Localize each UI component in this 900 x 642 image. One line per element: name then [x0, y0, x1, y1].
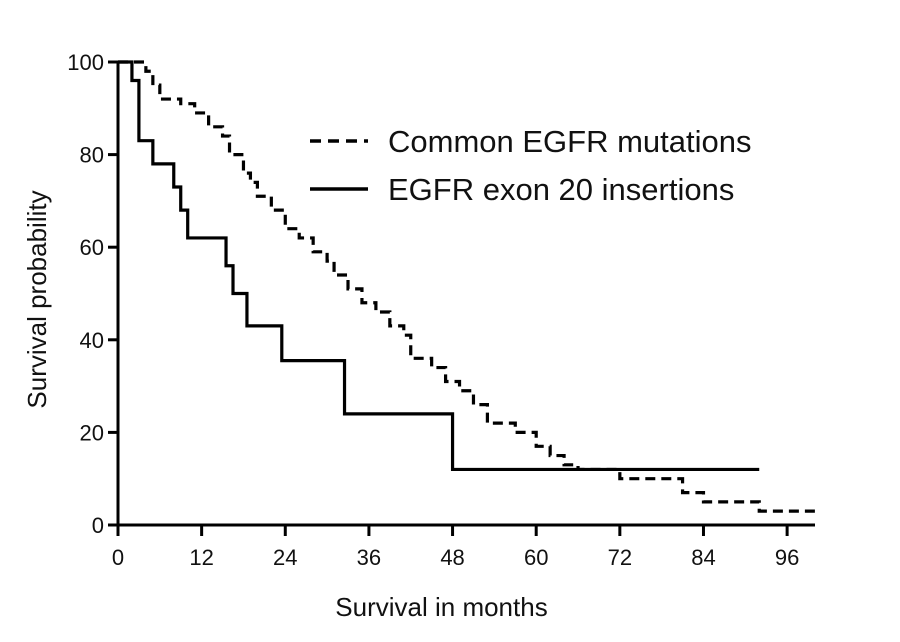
axes: 0 20 40 60 80 100 0 12 24 36 48 60 72 84 96 — [67, 50, 815, 570]
legend-label-egfr-exon-20-insertions: EGFR exon 20 insertions — [388, 172, 734, 207]
x-tick-label: 36 — [357, 545, 381, 570]
legend-label-common-egfr-mutations: Common EGFR mutations — [388, 124, 752, 159]
y-axis-label: Survival probability — [22, 190, 52, 408]
x-tick-label: 84 — [691, 545, 715, 570]
legend: Common EGFR mutations EGFR exon 20 inser… — [310, 124, 752, 207]
x-tick-label: 12 — [189, 545, 213, 570]
y-tick-label: 80 — [80, 143, 104, 168]
y-tick-label: 0 — [92, 513, 104, 538]
plot-area — [118, 60, 815, 513]
x-ticks: 0 12 24 36 48 60 72 84 96 — [112, 525, 799, 570]
x-tick-label: 72 — [608, 545, 632, 570]
x-axis-label: Survival in months — [335, 592, 547, 622]
y-tick-label: 100 — [67, 50, 104, 75]
series-line-egfr-exon-20-insertions — [118, 60, 760, 472]
x-tick-label: 48 — [440, 545, 464, 570]
x-tick-label: 0 — [112, 545, 124, 570]
series-line-common-egfr-mutations — [118, 60, 815, 513]
x-tick-label: 60 — [524, 545, 548, 570]
y-tick-label: 20 — [80, 420, 104, 445]
y-ticks: 0 20 40 60 80 100 — [67, 50, 118, 538]
x-tick-label: 24 — [273, 545, 297, 570]
y-tick-label: 40 — [80, 328, 104, 353]
x-tick-label: 96 — [775, 545, 799, 570]
y-tick-label: 60 — [80, 235, 104, 260]
